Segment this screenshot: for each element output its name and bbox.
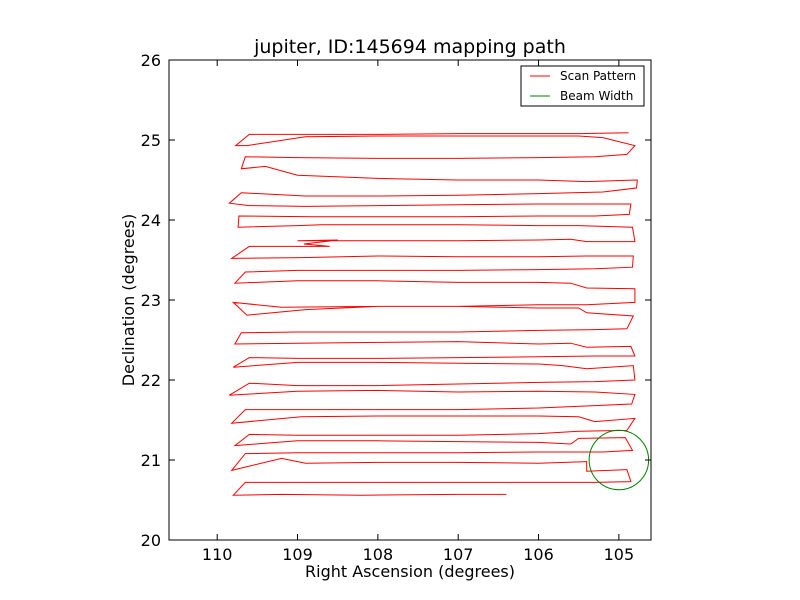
y-tick-label: 25 xyxy=(141,131,161,150)
y-tick-label: 21 xyxy=(141,451,161,470)
y-tick-label: 26 xyxy=(141,51,161,70)
y-tick-label: 23 xyxy=(141,291,161,310)
legend: Scan Pattern Beam Width xyxy=(520,65,645,107)
x-tick-label: 109 xyxy=(282,545,313,564)
x-tick-label: 106 xyxy=(523,545,554,564)
beam-width-circle xyxy=(588,429,650,491)
x-tick-label: 105 xyxy=(604,545,635,564)
legend-label-beam-width: Beam Width xyxy=(560,89,633,103)
y-tick-label: 20 xyxy=(141,531,161,550)
x-tick-label: 110 xyxy=(202,545,233,564)
chart-title: jupiter, ID:145694 mapping path xyxy=(253,36,566,58)
x-tick-label: 108 xyxy=(363,545,394,564)
scan-pattern-line xyxy=(228,132,638,496)
y-axis-ticks: 20 21 22 23 24 25 26 xyxy=(141,51,651,550)
x-axis-ticks: 110 109 108 107 106 105 xyxy=(202,60,634,564)
legend-box xyxy=(520,65,645,107)
y-tick-label: 24 xyxy=(141,211,161,230)
y-tick-label: 22 xyxy=(141,371,161,390)
x-tick-label: 107 xyxy=(443,545,474,564)
x-axis-label: Right Ascension (degrees) xyxy=(305,562,515,581)
y-axis-label: Declination (degrees) xyxy=(119,214,138,386)
plot-series xyxy=(228,132,650,496)
legend-label-scan-pattern: Scan Pattern xyxy=(560,69,636,83)
